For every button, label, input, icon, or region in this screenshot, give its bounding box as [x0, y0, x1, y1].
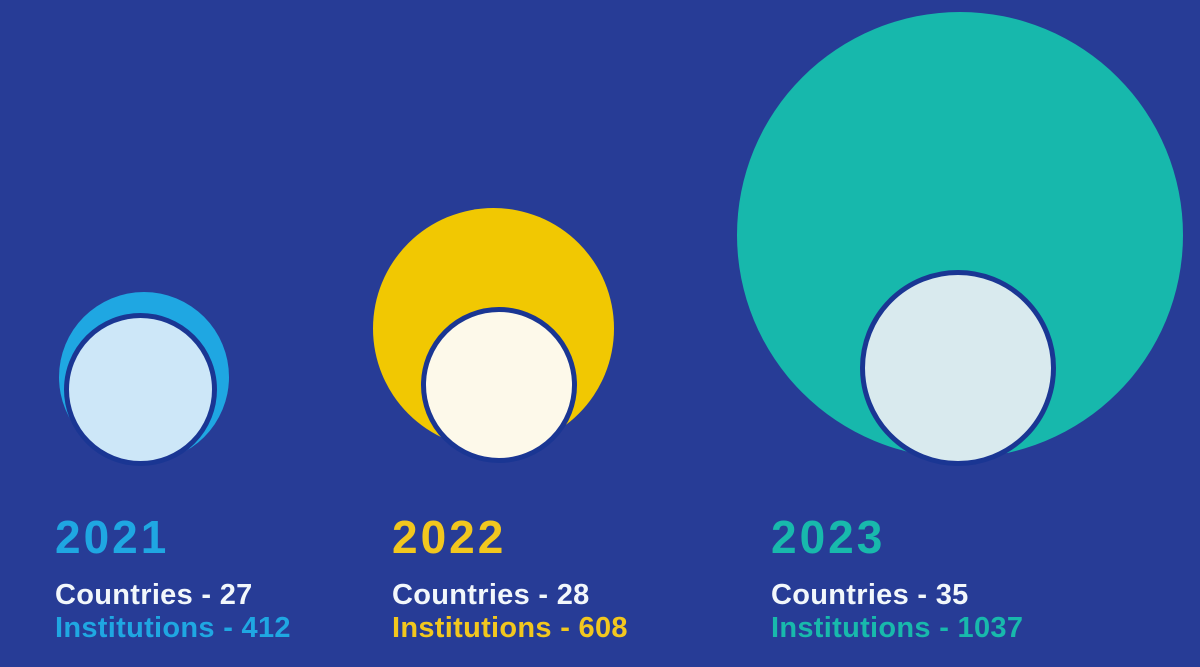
year-label-2021: 2021 [55, 511, 170, 563]
label-block-2022: 2022 Countries - 28 Institutions - 608 [392, 514, 628, 645]
countries-stat-2023: Countries - 35 [771, 579, 969, 611]
label-block-2021: 2021 Countries - 27 Institutions - 412 [55, 514, 291, 645]
countries-stat-2022: Countries - 28 [392, 579, 590, 611]
year-label-2022: 2022 [392, 511, 507, 563]
year-label-2023: 2023 [771, 511, 886, 563]
institutions-stat-2021: Institutions - 412 [55, 612, 291, 644]
institutions-stat-2023: Institutions - 1037 [771, 612, 1024, 644]
countries-stat-2021: Countries - 27 [55, 579, 253, 611]
institutions-stat-2022: Institutions - 608 [392, 612, 628, 644]
countries-bubble-2023 [860, 270, 1056, 466]
countries-bubble-2021 [64, 313, 217, 466]
label-block-2023: 2023 Countries - 35 Institutions - 1037 [771, 514, 1023, 645]
countries-bubble-2022 [421, 307, 577, 463]
